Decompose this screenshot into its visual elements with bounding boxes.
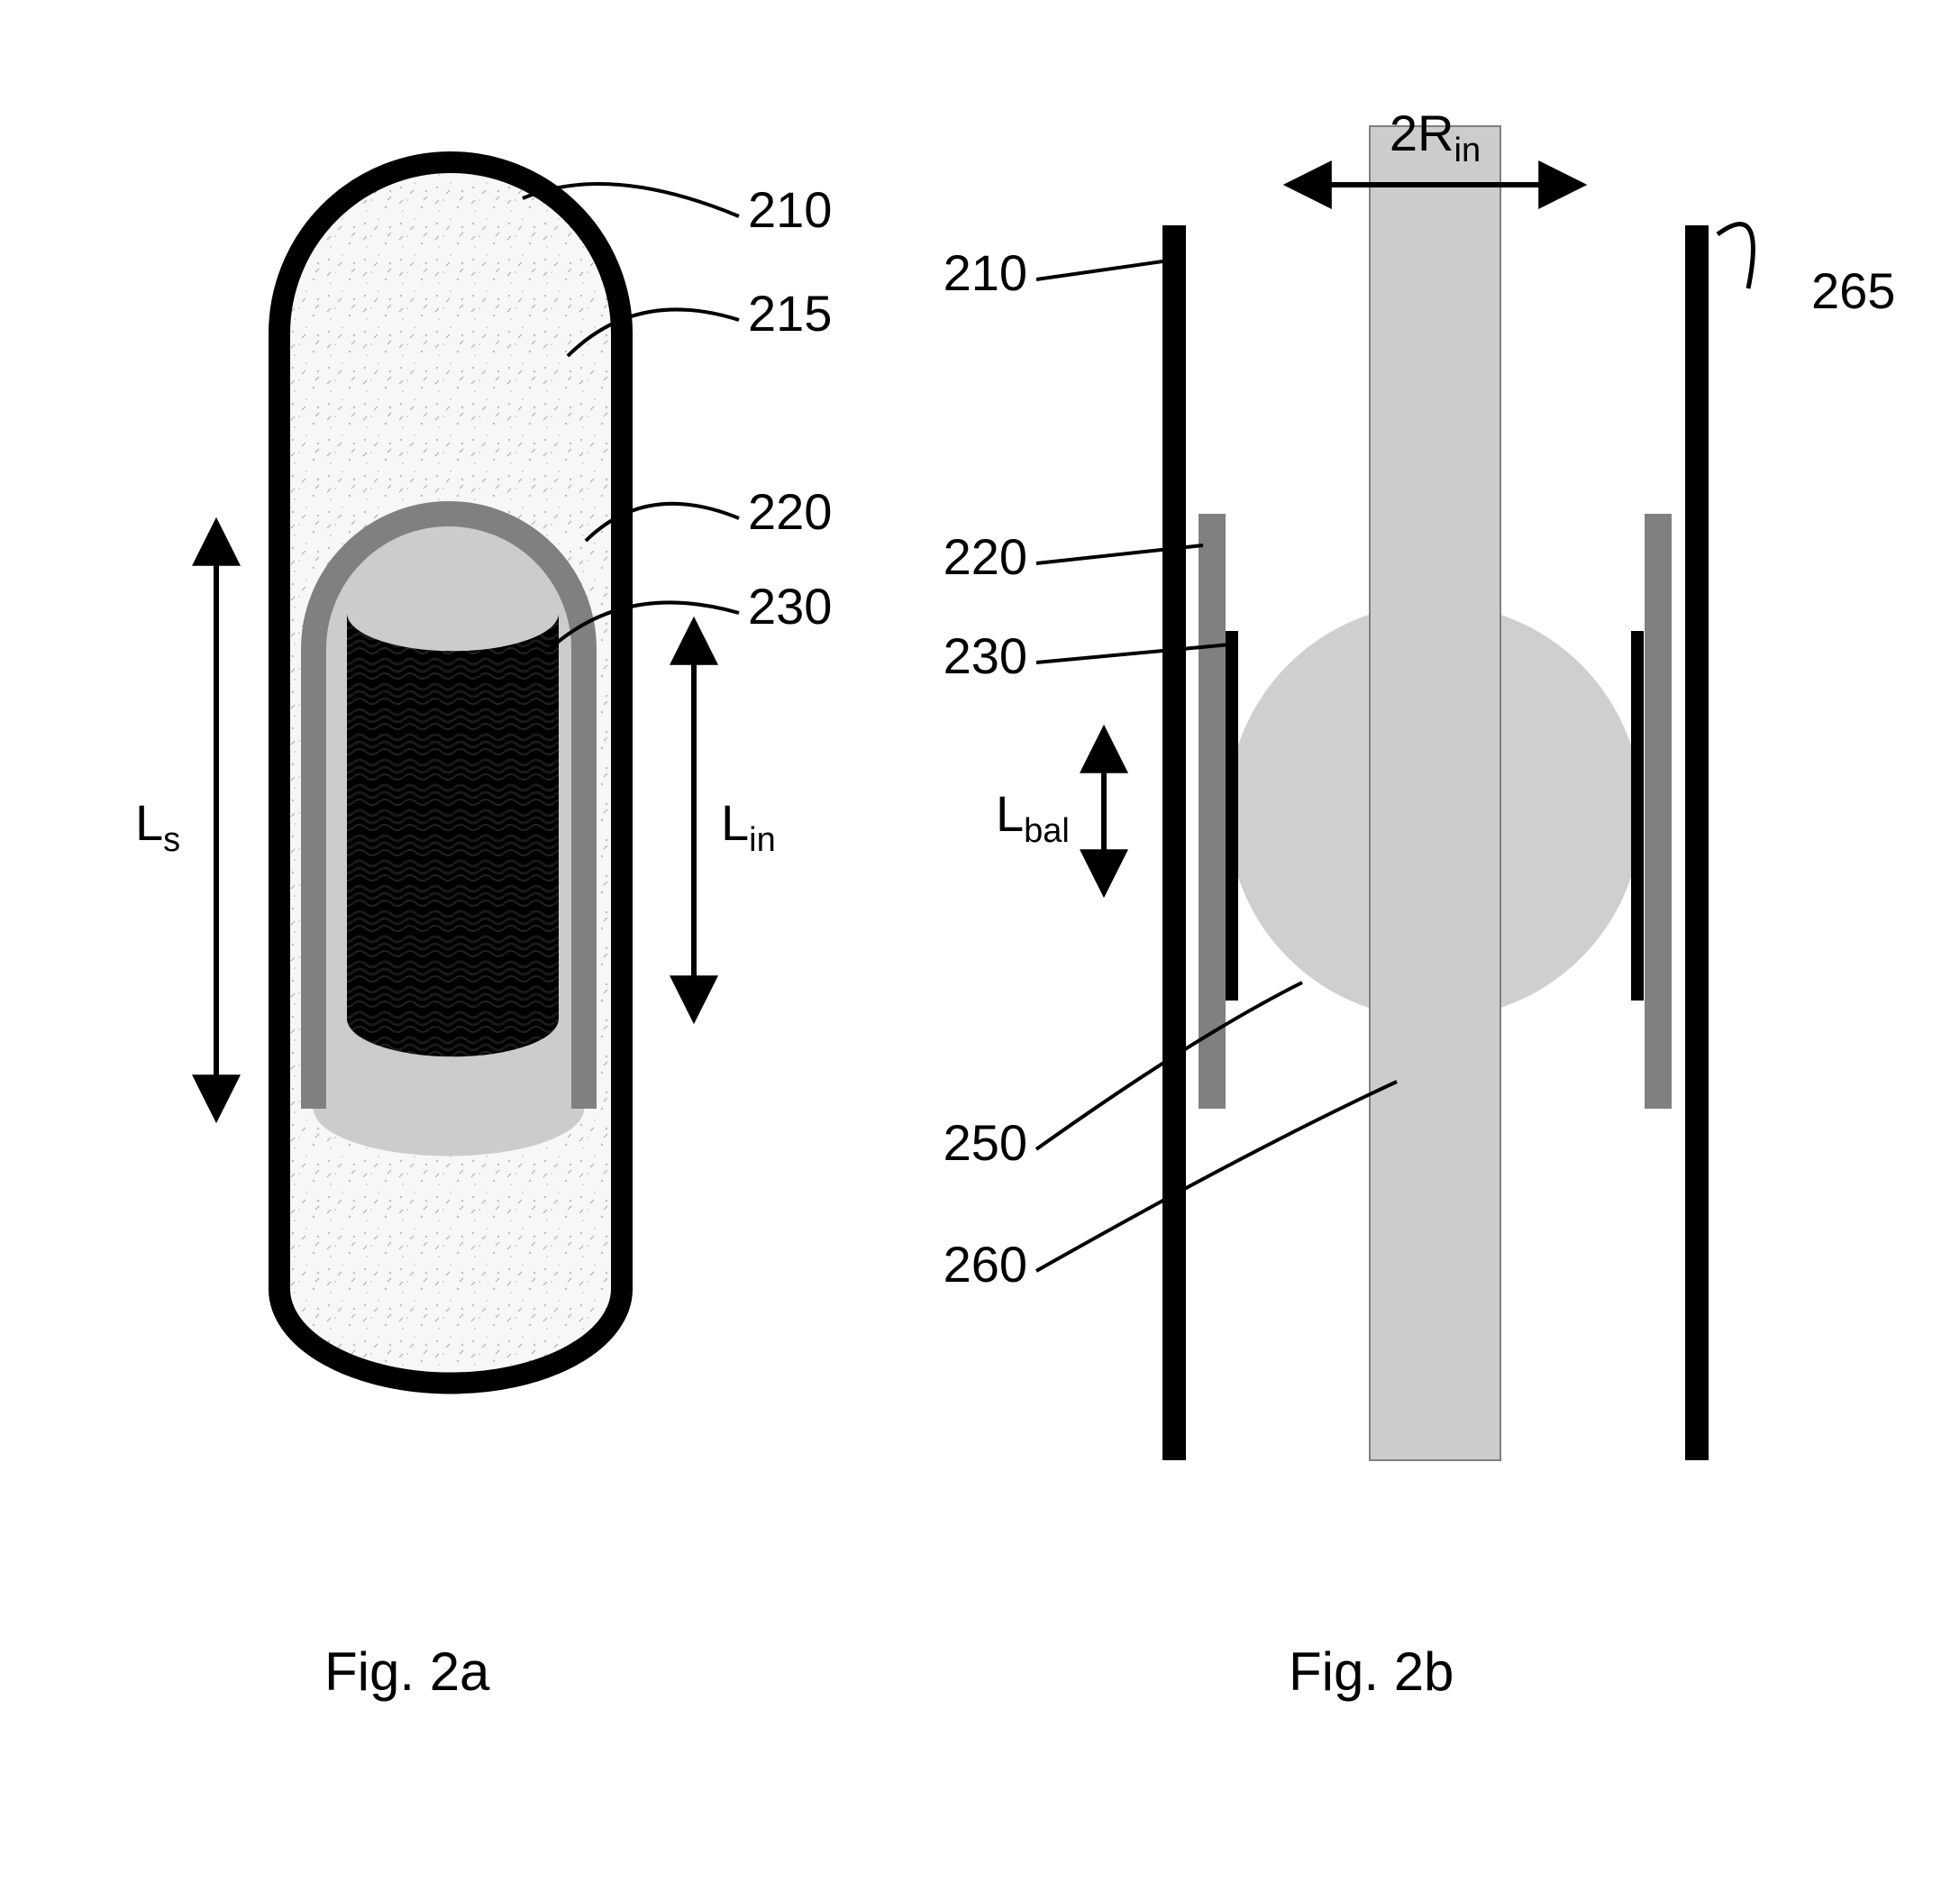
num-n220-b: 220 [944, 527, 1027, 586]
num-n220-a: 220 [748, 482, 832, 541]
num-n210-b: 210 [944, 243, 1027, 302]
wall-right-210 [1685, 225, 1709, 1460]
catheter-shaft-overlay [1370, 126, 1500, 1460]
inner-left-230 [1226, 631, 1238, 1001]
num-n210-a: 210 [748, 180, 832, 239]
label-ls: Ls [135, 793, 180, 860]
num-n230-a: 230 [748, 577, 832, 635]
leader-265-arc [1718, 224, 1753, 288]
num-n265-b: 265 [1811, 261, 1895, 320]
label-lbal: Lbal [996, 784, 1070, 851]
caption-fig-2a: Fig. 2a [324, 1641, 489, 1703]
figure-2b [1162, 126, 1753, 1460]
num-n250-b: 250 [944, 1113, 1027, 1172]
leader-n210 [1036, 261, 1162, 279]
inner-block-230 [347, 613, 559, 1056]
label-2rin: 2Rin [1390, 104, 1481, 170]
figure-2a [279, 162, 622, 1460]
label-lin: Lin [721, 793, 776, 860]
stent-left-220 [1199, 514, 1226, 1109]
caption-fig-2b: Fig. 2b [1289, 1641, 1454, 1703]
num-n230-b: 230 [944, 626, 1027, 685]
inner-right-230 [1631, 631, 1644, 1001]
stent-right-220 [1645, 514, 1672, 1109]
num-n260-b: 260 [944, 1235, 1027, 1293]
num-n215-a: 215 [748, 284, 832, 343]
wall-left-210 [1162, 225, 1186, 1460]
